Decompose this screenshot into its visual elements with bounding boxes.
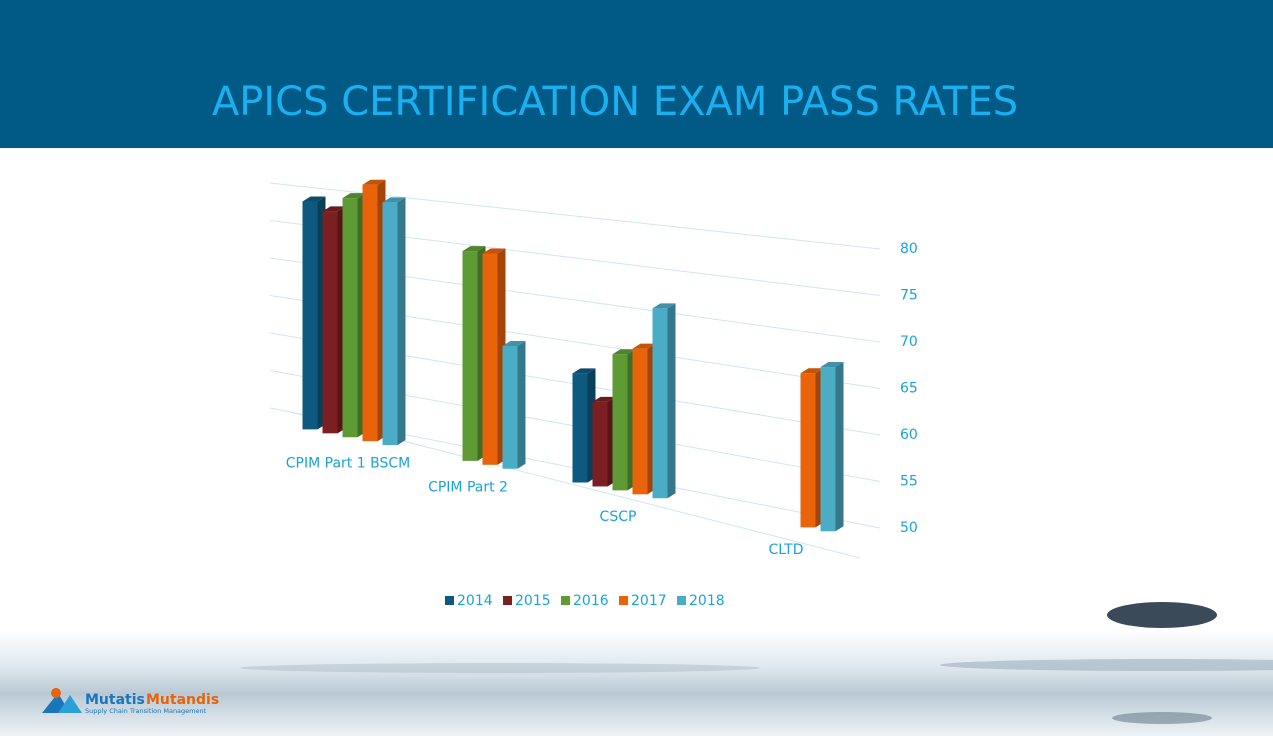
x-tick-label: CPIM Part 2 <box>428 479 508 495</box>
logo-icon <box>58 695 82 713</box>
bar-front <box>820 367 836 532</box>
header-band <box>0 0 1273 148</box>
bar <box>502 340 526 469</box>
x-tick-label: CSCP <box>600 509 637 525</box>
bar-top <box>652 303 676 309</box>
bar-front <box>612 354 628 491</box>
bar-front <box>572 373 588 483</box>
y-tick-label: 80 <box>900 241 918 257</box>
legend-label: 2016 <box>573 593 609 609</box>
legend-label: 2014 <box>457 593 493 609</box>
logo-name: Mutandis <box>146 692 219 708</box>
water <box>0 630 1273 736</box>
bar-top <box>820 362 844 368</box>
bar-top <box>612 349 636 355</box>
bar-top <box>632 343 656 349</box>
bar <box>482 248 506 465</box>
bar-front <box>652 308 668 499</box>
legend-swatch <box>561 596 570 605</box>
bar <box>800 368 824 528</box>
stone <box>1107 602 1217 628</box>
y-tick-label: 70 <box>900 334 918 350</box>
stone-reflection <box>1112 712 1212 724</box>
bar-top <box>382 197 406 203</box>
ripple <box>240 663 760 673</box>
bar-front <box>342 198 358 438</box>
bar-top <box>362 179 386 185</box>
bar-top <box>482 248 506 254</box>
bar-front <box>632 348 648 495</box>
bar-front <box>592 401 608 487</box>
bar <box>820 362 844 532</box>
logo-tagline: Supply Chain Transition Management <box>85 707 207 715</box>
chart-title: APICS CERTIFICATION EXAM PASS RATES <box>212 79 1018 125</box>
bar-top <box>502 340 526 346</box>
bar-front <box>322 211 338 434</box>
bar-top <box>592 396 616 402</box>
bar <box>342 193 366 438</box>
bar-side <box>667 303 676 499</box>
bar-front <box>382 202 398 446</box>
bar-top <box>572 368 596 374</box>
bar-front <box>800 373 816 528</box>
bar-front <box>462 251 478 461</box>
bar <box>362 179 386 442</box>
ripple <box>940 659 1273 671</box>
bar-top <box>800 368 824 374</box>
y-tick-label: 55 <box>900 474 918 490</box>
bar <box>652 303 676 499</box>
y-tick-label: 65 <box>900 381 918 397</box>
legend-swatch <box>503 596 512 605</box>
legend-swatch <box>677 596 686 605</box>
logo-name: Mutatis <box>85 692 145 708</box>
y-tick-label: 50 <box>900 520 918 536</box>
bar-top <box>302 196 326 202</box>
legend-swatch <box>445 596 454 605</box>
legend-swatch <box>619 596 628 605</box>
x-tick-label: CLTD <box>769 542 804 558</box>
bar <box>302 196 326 430</box>
bar-side <box>835 362 844 532</box>
bar-top <box>342 193 366 199</box>
legend-label: 2015 <box>515 593 551 609</box>
bar <box>612 349 636 491</box>
bar-side <box>517 340 526 469</box>
bar-front <box>502 345 518 469</box>
bar <box>632 343 656 495</box>
bar <box>462 246 486 461</box>
legend-label: 2017 <box>631 593 667 609</box>
bar <box>572 368 596 483</box>
bar-front <box>362 184 378 442</box>
legend-label: 2018 <box>689 593 725 609</box>
y-tick-label: 60 <box>900 427 918 443</box>
bar <box>382 197 406 446</box>
bar-top <box>462 246 486 252</box>
bar-front <box>302 201 318 430</box>
logo-dot <box>51 688 61 698</box>
bar <box>592 396 616 487</box>
bar-top <box>322 206 346 212</box>
bar-front <box>482 253 498 465</box>
bar-side <box>397 197 406 446</box>
x-tick-label: CPIM Part 1 BSCM <box>286 456 410 472</box>
bar <box>322 206 346 434</box>
y-tick-label: 75 <box>900 288 918 304</box>
